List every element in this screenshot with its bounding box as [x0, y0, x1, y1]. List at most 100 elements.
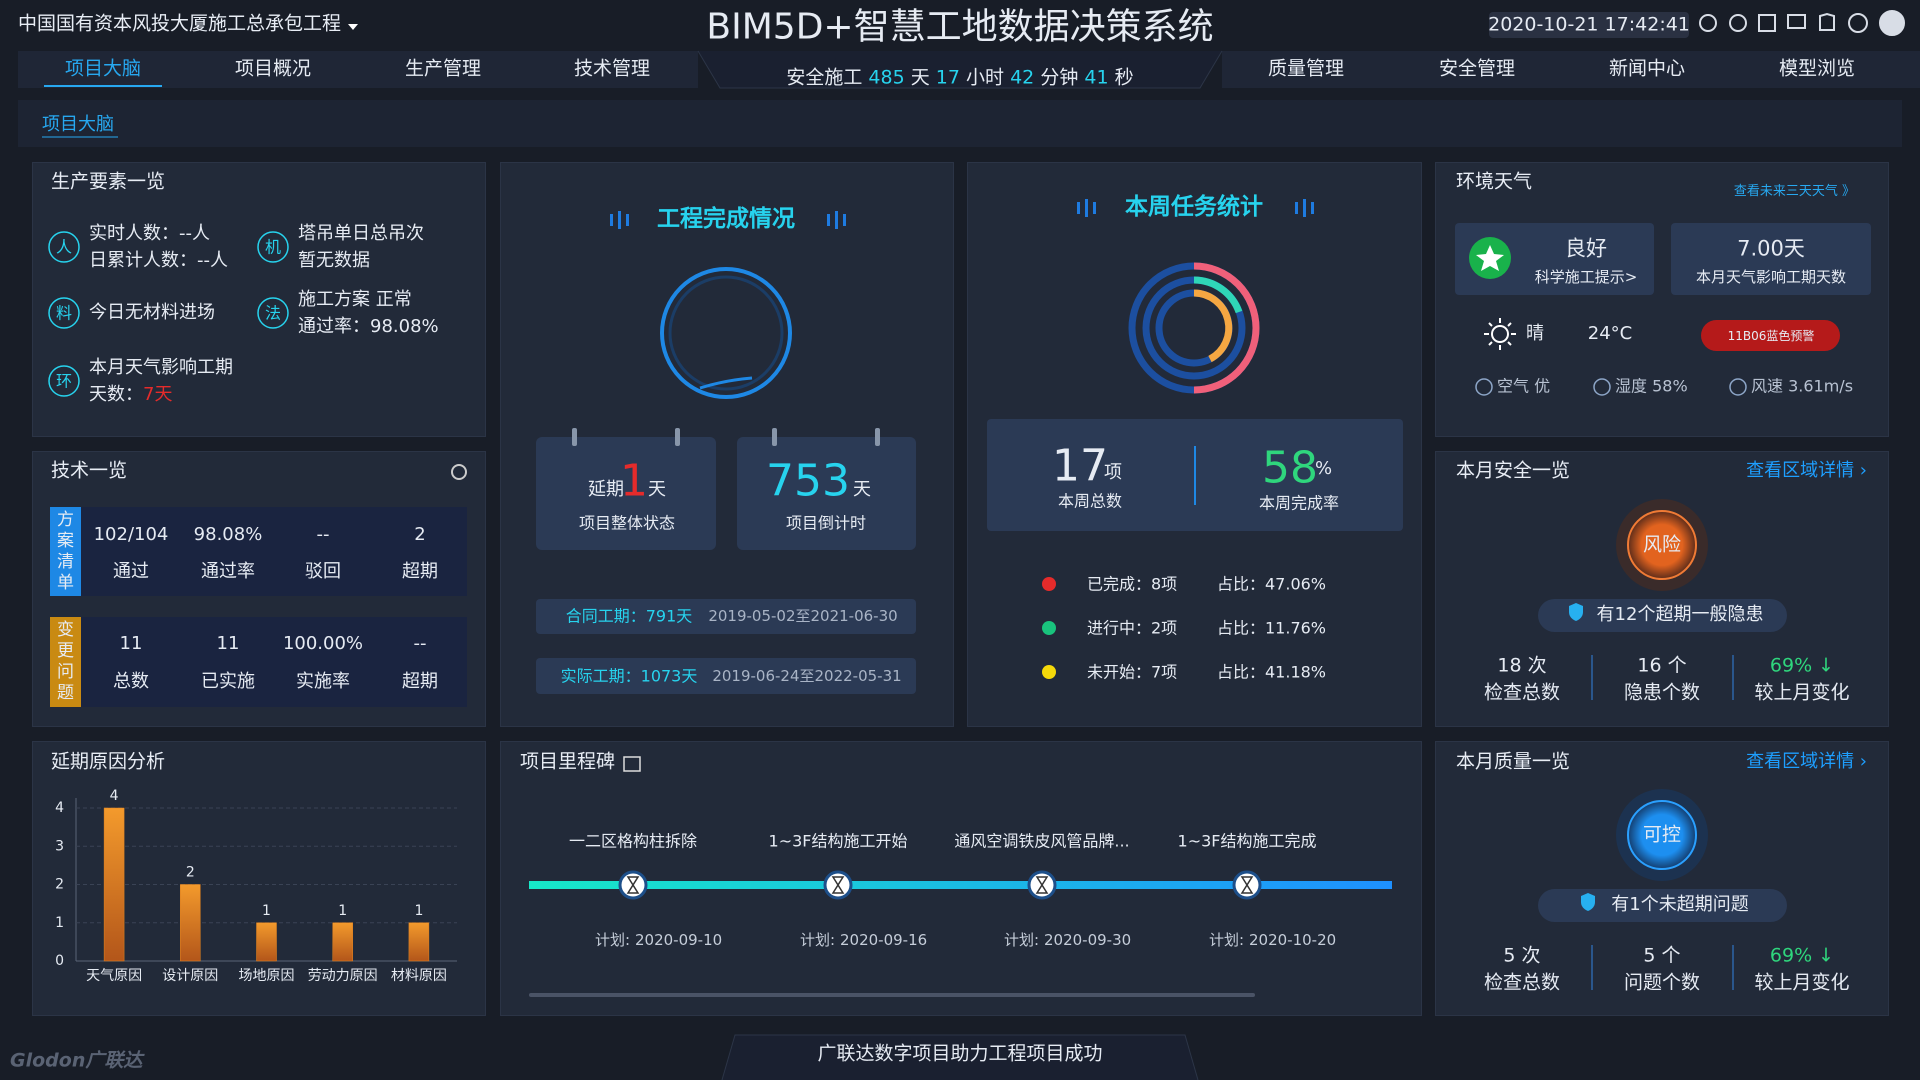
- footer-slogan: 广联达数字项目助力工程项目成功: [817, 1042, 1103, 1065]
- stat-label: 检查总数: [1483, 971, 1561, 994]
- bar: [332, 922, 353, 962]
- milestone-date: 2020-09-16: [840, 931, 928, 949]
- prod-line: 暂无数据: [298, 250, 370, 272]
- temperature: 24°C: [1587, 323, 1633, 345]
- nav-tab[interactable]: 项目概况: [234, 57, 312, 80]
- milestone-plan: 计划:: [799, 931, 835, 949]
- period-bar: [536, 599, 916, 634]
- task-status: 进行中：2项: [1087, 618, 1178, 638]
- title-decor: [610, 199, 1314, 229]
- prod-icon-rings: [48, 231, 289, 397]
- tech-value: --: [316, 524, 330, 546]
- air-quality: 良好: [1565, 236, 1607, 261]
- more-link[interactable]: 查看区域详情 ›: [1746, 751, 1867, 773]
- nav-tab[interactable]: 新闻中心: [1608, 57, 1686, 80]
- env-wind: 风速 3.61m/s: [1751, 376, 1854, 396]
- safe-value: 42: [1010, 66, 1035, 89]
- nav-tab[interactable]: 质量管理: [1267, 57, 1345, 80]
- stat-value: 5 次: [1503, 944, 1541, 967]
- milestone-date: 2020-09-10: [635, 931, 723, 949]
- tech-value: 102/104: [93, 524, 169, 546]
- stat-label: 问题个数: [1623, 971, 1701, 994]
- datetime-box: [1489, 12, 1689, 38]
- prod-line: 天数：7天: [89, 384, 173, 406]
- hourglass: [831, 876, 845, 894]
- panel-title: 项目里程碑: [520, 750, 616, 773]
- tech-box: [50, 507, 467, 596]
- project-name: 中国国有资本风投大厦施工总承包工程: [18, 12, 342, 35]
- milestone-date: 2020-09-30: [1044, 931, 1132, 949]
- bar: [256, 922, 277, 962]
- prod-highlight: 7天: [143, 384, 173, 406]
- x-tick-label: 劳动力原因: [308, 968, 378, 984]
- countdown-unit: 天: [853, 479, 871, 501]
- footer-decor: [721, 1034, 1199, 1080]
- milestone-date: 2020-10-20: [1249, 931, 1337, 949]
- prod-line: 日累计人数：--人: [89, 250, 228, 272]
- more-link[interactable]: 查看区域详情 ›: [1746, 460, 1867, 482]
- safe-unit: 天: [910, 66, 930, 89]
- stat-label: 隐患个数: [1623, 681, 1701, 704]
- caption: 本周完成率: [1258, 493, 1340, 513]
- stat-label: 较上月变化: [1754, 681, 1850, 704]
- y-tick-label: 0: [55, 953, 64, 969]
- hourglass: [1240, 876, 1254, 894]
- sun-icon: [1484, 318, 1516, 350]
- prod-line: 通过率：98.08%: [298, 316, 439, 338]
- x-tick-label: 设计原因: [162, 968, 218, 984]
- tech-label: 总数: [113, 671, 149, 693]
- nav-tab[interactable]: 模型浏览: [1778, 57, 1856, 80]
- countdown-value: 753: [766, 455, 850, 507]
- hourglass: [626, 876, 640, 894]
- stat-dividers: [1591, 655, 1734, 990]
- y-tick-label: 3: [55, 838, 64, 854]
- safe-unit: 小时: [966, 66, 1005, 89]
- progress-ring: [660, 267, 792, 399]
- value-label: 1: [338, 903, 347, 919]
- tech-value: 98.08%: [193, 524, 263, 546]
- milestone-line: [529, 881, 1392, 889]
- nav-tab[interactable]: 生产管理: [404, 57, 482, 80]
- stat-value: 16 个: [1637, 654, 1687, 677]
- milestone-name: 一二区格构柱拆除: [568, 831, 698, 851]
- more-link[interactable]: 查看未来三天天气 》: [1733, 184, 1855, 200]
- week-unit: 项: [1104, 462, 1122, 484]
- milestone-name: 1~3F结构施工完成: [1177, 831, 1317, 851]
- tech-value: 100.00%: [282, 633, 364, 655]
- y-tick-label: 4: [55, 800, 64, 816]
- tech-label: 超期: [402, 561, 438, 583]
- prod-line: 实时人数：--人: [89, 223, 210, 245]
- tech-tag: 方案清单: [57, 510, 74, 593]
- nav-tab[interactable]: 项目大脑: [64, 57, 142, 80]
- nav-tab[interactable]: 安全管理: [1438, 57, 1516, 80]
- header-center: [697, 50, 1223, 89]
- prod-line: 本月天气影响工期: [89, 357, 233, 379]
- calendar-box: [536, 437, 716, 550]
- value-label: 1: [262, 903, 271, 919]
- tip[interactable]: 科学施工提示>: [1534, 268, 1638, 286]
- nav-tab[interactable]: 技术管理: [573, 57, 651, 80]
- tech-label: 已实施: [201, 671, 255, 693]
- panel-title: 本月质量一览: [1456, 750, 1571, 773]
- task-share: 占比：41.18%: [1217, 662, 1327, 682]
- logo: Glodon广联达: [10, 1049, 143, 1072]
- weather-days: 7.00天: [1737, 236, 1805, 261]
- env-air: 空气 优: [1497, 376, 1551, 396]
- breadcrumb[interactable]: 项目大脑: [42, 114, 114, 136]
- caption: 项目整体状态: [578, 513, 676, 533]
- value-label: 2: [186, 865, 195, 881]
- stat-value: 18 次: [1497, 654, 1547, 677]
- prod-icon: 料: [55, 303, 73, 323]
- panel-title: 工程完成情况: [657, 206, 795, 233]
- milestone-name: 1~3F结构施工开始: [768, 831, 908, 851]
- delay-unit: 天: [648, 479, 666, 501]
- tech-label: 实施率: [296, 671, 350, 693]
- datetime: 2020-10-21 17:42:41: [1488, 13, 1690, 36]
- status-dots: [1042, 577, 1056, 679]
- prod-line: 今日无材料进场: [89, 302, 215, 324]
- notice: 有1个未超期问题: [1611, 894, 1749, 916]
- alert: 11B06蓝色预警: [1727, 328, 1815, 343]
- panel-milestone: [500, 741, 1422, 1016]
- prod-line: 塔吊单日总吊次: [298, 223, 424, 245]
